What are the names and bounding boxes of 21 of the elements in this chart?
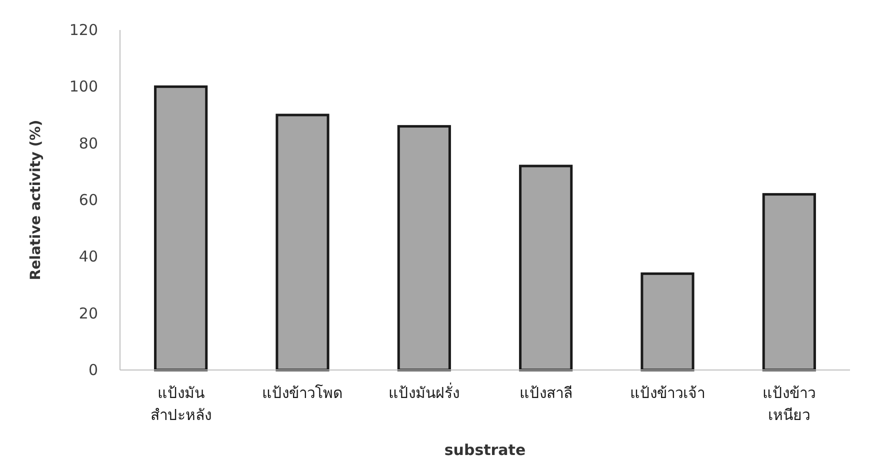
bar [276,114,330,372]
x-axis-title: substrate [444,441,526,459]
bar [397,125,451,372]
x-tick-label: แป้งข้าว เหนียว [762,384,816,424]
y-tick-label: 100 [69,78,98,96]
y-tick-label: 0 [88,361,98,379]
bar [640,272,694,372]
y-tick-label: 40 [78,248,98,266]
bar [519,164,573,372]
y-tick-label: 80 [78,134,98,152]
y-tick-label: 20 [78,304,98,322]
x-tick-label: แป้งมัน สำปะหลัง [150,384,212,424]
x-tick-label: แป้งมันฝรั่ง [388,382,460,402]
y-axis-title: Relative activity (%) [28,120,44,280]
x-tick-label: แป้งข้าวโพด [262,384,343,402]
y-tick-label: 60 [78,191,98,209]
bar [762,193,816,372]
y-tick-label: 120 [69,21,98,39]
x-tick-label: แป้งสาลี [519,384,572,402]
bar [154,85,208,372]
x-tick-label: แป้งข้าวเจ้า [630,384,705,402]
